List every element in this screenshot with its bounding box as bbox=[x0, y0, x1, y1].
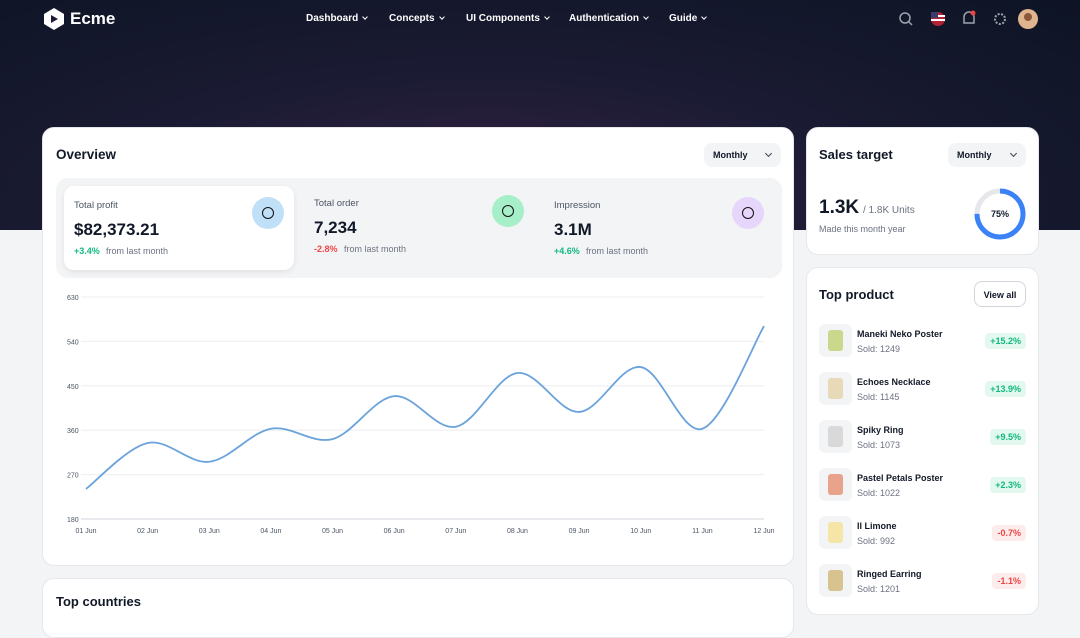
ring-label: 75% bbox=[991, 209, 1009, 219]
stat-change: -2.8% bbox=[314, 244, 338, 254]
page: Ecme dashboard {"nav":{"brand":"Ecme","i… bbox=[0, 0, 1080, 624]
stat-icon bbox=[252, 197, 284, 229]
sales-value: 1.3K bbox=[819, 197, 860, 218]
stat-note: from last month bbox=[586, 246, 649, 256]
card-title: Overview bbox=[56, 147, 117, 162]
product-change: +9.5% bbox=[990, 429, 1026, 445]
progress-ring: 75% bbox=[974, 188, 1026, 240]
stat-value: $82,373.21 bbox=[74, 220, 160, 239]
product-thumbnail bbox=[819, 516, 852, 549]
card-title: Top product bbox=[819, 287, 894, 302]
stat-change: +3.4% bbox=[74, 246, 100, 256]
nav-item[interactable]: Dashboard bbox=[306, 13, 367, 24]
x-tick-label: 12 Jun bbox=[753, 528, 774, 535]
header-icons bbox=[899, 9, 1038, 29]
product-thumbnail bbox=[819, 324, 852, 357]
stat-value: 7,234 bbox=[314, 218, 357, 237]
nav-item[interactable]: Concepts bbox=[389, 13, 444, 24]
product-change: -1.1% bbox=[992, 573, 1026, 589]
line-series bbox=[85, 325, 765, 490]
view-all-button[interactable]: View all bbox=[974, 281, 1026, 307]
settings-icon[interactable] bbox=[994, 13, 1006, 25]
stat-change: +4.6% bbox=[554, 246, 580, 256]
x-tick-label: 03 Jun bbox=[199, 528, 220, 535]
sales-note: Made this month year bbox=[819, 224, 906, 234]
x-tick-label: 07 Jun bbox=[445, 528, 466, 535]
product-name: Maneki Neko Poster bbox=[857, 329, 943, 339]
y-tick-label: 540 bbox=[67, 339, 79, 346]
y-tick-label: 630 bbox=[67, 295, 79, 302]
nav-item[interactable]: UI Components bbox=[466, 13, 549, 24]
product-thumbnail bbox=[819, 372, 852, 405]
product-change: +2.3% bbox=[990, 477, 1026, 493]
x-tick-label: 08 Jun bbox=[507, 528, 528, 535]
stat-note: from last month bbox=[344, 244, 407, 254]
stat-highlight bbox=[64, 186, 294, 270]
top-product-card: Top product View all Maneki Neko Poster S… bbox=[806, 267, 1039, 615]
product-change: -0.7% bbox=[992, 525, 1026, 541]
card-title: Top countries bbox=[56, 594, 141, 609]
product-sold: Sold: 992 bbox=[857, 536, 896, 546]
x-tick-label: 01 Jun bbox=[75, 528, 96, 535]
stat-value: 3.1M bbox=[554, 220, 592, 239]
sales-total: / 1.8K Units bbox=[863, 205, 915, 216]
product-thumbnail bbox=[819, 468, 852, 501]
top-countries-card: Top countries bbox=[42, 578, 794, 638]
brand: Ecme bbox=[70, 9, 116, 28]
y-tick-label: 180 bbox=[67, 517, 79, 524]
product-change: +13.9% bbox=[985, 381, 1026, 397]
period-select[interactable]: Monthly bbox=[704, 143, 781, 167]
stat-note: from last month bbox=[106, 246, 169, 256]
product-sold: Sold: 1201 bbox=[857, 584, 901, 594]
product-change: +15.2% bbox=[985, 333, 1026, 349]
line-chart: 180 270 360 450 540 630 01 Jun 02 Jun 03 Jun 04 J… bbox=[67, 295, 775, 535]
x-tick-label: 04 Jun bbox=[260, 528, 281, 535]
nav-item[interactable]: Guide bbox=[669, 13, 706, 24]
product-thumbnail bbox=[819, 420, 852, 453]
stat-label: Total order bbox=[314, 198, 359, 209]
overview-card: Overview Monthly Total profit $82,373.21 +… bbox=[42, 127, 794, 566]
stat-label: Impression bbox=[554, 200, 601, 211]
stat-icon bbox=[492, 195, 524, 227]
product-thumbnail bbox=[819, 564, 852, 597]
product-name: Echoes Necklace bbox=[857, 377, 931, 387]
search-icon[interactable] bbox=[899, 12, 911, 24]
dashboard: Ecme Dashboard Concepts UI Components Authe… bbox=[0, 0, 1080, 624]
sales-target-card: Sales target Monthly 1.3K / 1.8K Units M… bbox=[806, 127, 1039, 255]
y-tick-label: 450 bbox=[67, 384, 79, 391]
y-tick-label: 360 bbox=[67, 428, 79, 435]
product-name: Spiky Ring bbox=[857, 425, 904, 435]
x-tick-label: 11 Jun bbox=[692, 528, 713, 535]
product-name: Ringed Earring bbox=[857, 569, 922, 579]
nav-item[interactable]: Authentication bbox=[569, 13, 648, 24]
product-sold: Sold: 1073 bbox=[857, 440, 901, 450]
logo-icon bbox=[44, 8, 64, 30]
x-tick-label: 05 Jun bbox=[322, 528, 343, 535]
stat-icon bbox=[732, 197, 764, 229]
card-title: Sales target bbox=[819, 147, 893, 162]
period-select[interactable]: Monthly bbox=[948, 143, 1026, 167]
product-sold: Sold: 1145 bbox=[857, 392, 900, 402]
product-sold: Sold: 1249 bbox=[857, 344, 901, 354]
product-sold: Sold: 1022 bbox=[857, 488, 901, 498]
x-tick-label: 02 Jun bbox=[137, 528, 158, 535]
y-tick-label: 270 bbox=[67, 473, 79, 480]
product-name: Pastel Petals Poster bbox=[857, 473, 944, 483]
x-tick-label: 09 Jun bbox=[569, 528, 590, 535]
bell-icon[interactable] bbox=[963, 11, 975, 24]
x-tick-label: 10 Jun bbox=[630, 528, 651, 535]
ring-progress bbox=[974, 188, 1026, 240]
stat-label: Total profit bbox=[74, 200, 118, 211]
product-name: Il Limone bbox=[857, 521, 897, 531]
flag-icon[interactable] bbox=[931, 12, 945, 26]
x-tick-label: 06 Jun bbox=[384, 528, 405, 535]
